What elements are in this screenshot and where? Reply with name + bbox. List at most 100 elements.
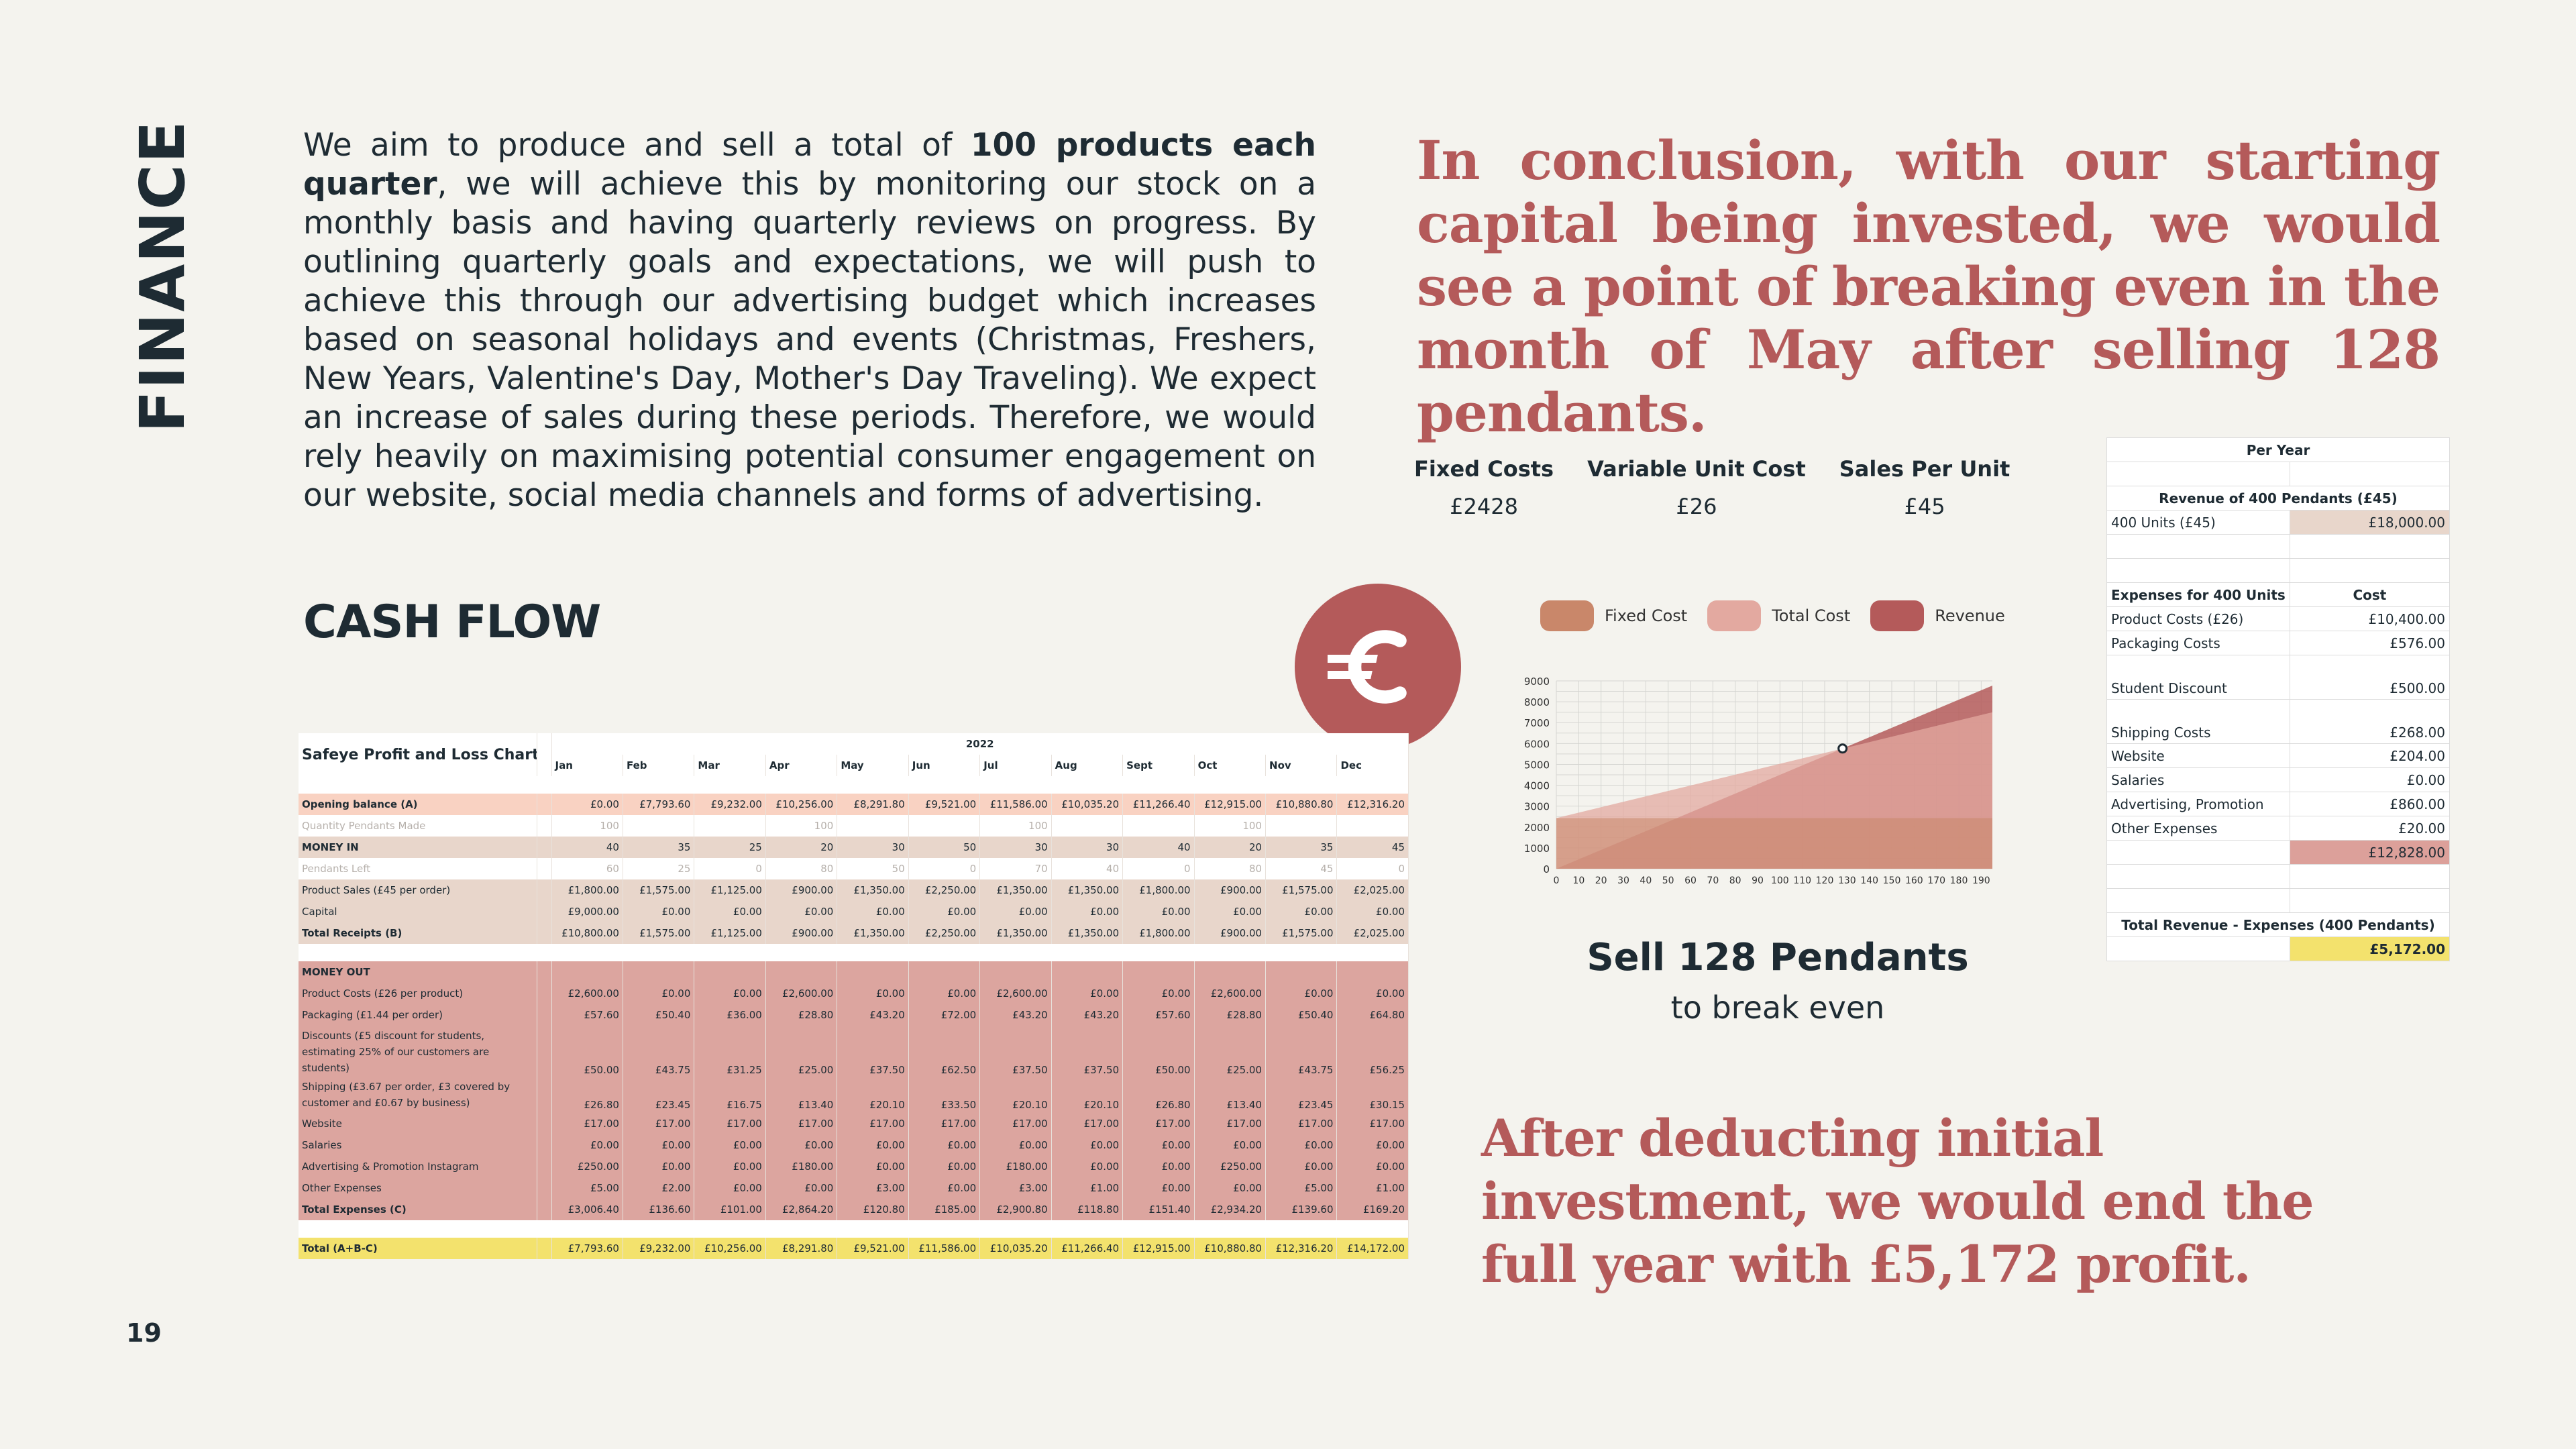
expense-value: £10,400.00 <box>2289 606 2451 631</box>
cash-flow-title: CASH FLOW <box>303 596 601 649</box>
cell-value: 40 <box>1122 837 1195 858</box>
row-label: Total (A+B-C) <box>299 1238 537 1259</box>
row-label: Total Expenses (C) <box>299 1199 537 1220</box>
cell-value: £2.00 <box>623 1177 695 1199</box>
pl-row-total-expenses: Total Expenses (C) £3,006.40 £136.60 £101.0… <box>299 1199 1409 1220</box>
table-row <box>299 944 1409 961</box>
cell-value: £64.80 <box>1336 1004 1409 1026</box>
expense-value: £576.00 <box>2289 631 2451 655</box>
cell-value: £28.80 <box>1194 1004 1267 1026</box>
x-tick-label: 0 <box>1554 875 1560 886</box>
cell-value: £37.50 <box>979 1026 1052 1078</box>
cell-value: £17.00 <box>979 1113 1052 1134</box>
cell-value: 60 <box>551 858 623 879</box>
cell-value: £8,291.80 <box>837 794 909 815</box>
euro-glyph-icon <box>1328 630 1407 704</box>
pl-row-pendants-left: Pendants Left 60 25 0 80 50 0 70 40 0 80 45 0 <box>299 858 1409 879</box>
cell-value: £23.45 <box>1265 1078 1338 1113</box>
cell-value: £25.00 <box>765 1026 838 1078</box>
expense-label: Packaging Costs <box>2106 631 2290 655</box>
cell-value: £2,025.00 <box>1336 922 1409 944</box>
cell-value: 50 <box>908 837 981 858</box>
cell-value: £0.00 <box>1194 1134 1267 1156</box>
cell-value: £0.00 <box>837 1156 909 1177</box>
cell-value: £50.00 <box>1122 1026 1195 1078</box>
month-header: Dec <box>1336 755 1409 776</box>
legend-swatch <box>1707 600 1762 631</box>
month-header: Nov <box>1265 755 1338 776</box>
cell-value: £0.00 <box>1051 1134 1124 1156</box>
cell-value: £17.00 <box>837 1113 909 1134</box>
expense-label: Shipping Costs <box>2106 699 2290 744</box>
expense-value: £500.00 <box>2289 655 2451 700</box>
x-tick-label: 100 <box>1771 875 1789 886</box>
x-tick-label: 70 <box>1707 875 1719 886</box>
x-tick-label: 30 <box>1617 875 1629 886</box>
cell-value <box>1122 815 1195 837</box>
x-tick-label: 160 <box>1905 875 1923 886</box>
cell-value: £10,880.80 <box>1194 1238 1267 1259</box>
cell-value: 30 <box>1051 837 1124 858</box>
cell-value: 45 <box>1265 858 1338 879</box>
cell-value: £31.25 <box>694 1026 766 1078</box>
cell-value: £0.00 <box>694 901 766 922</box>
breakeven-heading: Sell 128 Pendants <box>1587 936 1969 979</box>
profit-statement: After deducting initial investment, we w… <box>1481 1108 2314 1294</box>
cell-value: £12,915.00 <box>1122 1238 1195 1259</box>
cell-value: £0.00 <box>765 901 838 922</box>
cell-value <box>1051 815 1124 837</box>
cell-value: £10,800.00 <box>551 922 623 944</box>
x-tick-label: 20 <box>1595 875 1607 886</box>
cell-value: £0.00 <box>694 1156 766 1177</box>
x-tick-label: 130 <box>1838 875 1856 886</box>
cell-value: £9,232.00 <box>623 1238 695 1259</box>
euro-icon <box>1295 584 1461 750</box>
metric-variable-unit-cost: Variable Unit Cost £26 <box>1587 456 1806 519</box>
table-row: Other Expenses £20.00 <box>2106 816 2451 841</box>
y-tick-label: 1000 <box>1524 843 1550 855</box>
pl-row-money-in: MONEY IN 40 35 25 20 30 50 30 30 40 20 35 45 <box>299 837 1409 858</box>
table-row: Safeye Profit and Loss Chart 2022 <box>299 733 1409 776</box>
month-header: Jun <box>908 755 981 776</box>
result-value: £5,172.00 <box>2289 936 2451 961</box>
series-fixed-cost <box>1556 818 1992 869</box>
revenue-value: £18,000.00 <box>2289 510 2451 535</box>
row-label: Website <box>299 1113 537 1134</box>
cell-value: £0.00 <box>1122 1134 1195 1156</box>
table-row <box>299 1220 1409 1238</box>
cell-value: 80 <box>1194 858 1267 879</box>
expense-label: Other Expenses <box>2106 816 2290 841</box>
y-tick-label: 3000 <box>1524 801 1550 813</box>
cell-value: £8,291.80 <box>765 1238 838 1259</box>
pl-row-opening: Opening balance (A) £0.00 £7,793.60 £9,232.… <box>299 794 1409 815</box>
pl-row-shipping: Shipping (£3.67 per order, £3 covered by… <box>299 1078 1409 1113</box>
table-row: Packaging Costs £576.00 <box>2106 631 2451 655</box>
cell-value: £17.00 <box>1194 1113 1267 1134</box>
row-label: Packaging (£1.44 per order) <box>299 1004 537 1026</box>
pl-row-discounts: Discounts (£5 discount for students, est… <box>299 1026 1409 1078</box>
cell-value: £7,793.60 <box>551 1238 623 1259</box>
table-row <box>2106 462 2451 486</box>
cell-value: £17.00 <box>551 1113 623 1134</box>
cell-value: £118.80 <box>1051 1199 1124 1220</box>
pl-row-website: Website £17.00 £17.00 £17.00 £17.00 £17.00 £17… <box>299 1113 1409 1134</box>
cell-value: £0.00 <box>1051 983 1124 1004</box>
cell-value: £0.00 <box>1336 1156 1409 1177</box>
cell-value: £0.00 <box>1194 901 1267 922</box>
pl-row-qty-made: Quantity Pendants Made 100 100 100 100 <box>299 815 1409 837</box>
conclusion-heading: In conclusion, with our starting capital… <box>1417 129 2440 444</box>
cell-value: £0.00 <box>1122 983 1195 1004</box>
cell-value: £0.00 <box>694 1134 766 1156</box>
x-tick-label: 50 <box>1662 875 1674 886</box>
cell-value: £43.20 <box>837 1004 909 1026</box>
expense-value: £860.00 <box>2289 792 2451 816</box>
cell-value: 35 <box>1265 837 1338 858</box>
pl-row-packaging: Packaging (£1.44 per order) £57.60 £50.40 £… <box>299 1004 1409 1026</box>
cell-value: 0 <box>1336 858 1409 879</box>
intro-bold: 100 products each quarter <box>303 127 1316 203</box>
cell-value: £0.00 <box>1336 901 1409 922</box>
cell-value: £0.00 <box>623 1134 695 1156</box>
month-header: Oct <box>1194 755 1267 776</box>
section-label: MONEY OUT <box>299 961 537 983</box>
cell-value <box>623 815 695 837</box>
